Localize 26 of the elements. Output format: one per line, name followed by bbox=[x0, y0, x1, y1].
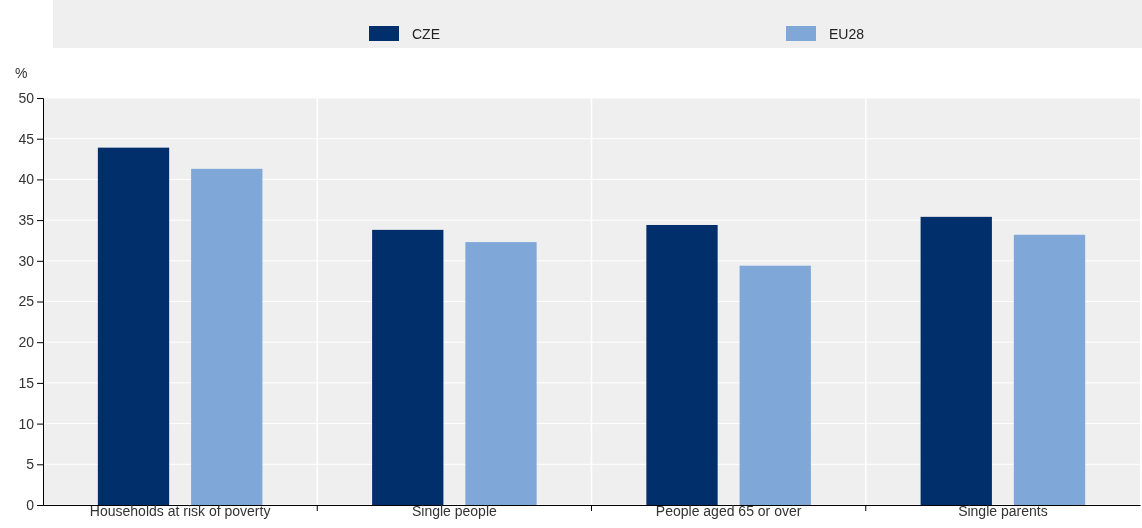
x-tick-label: Single parents bbox=[958, 502, 1048, 519]
bar bbox=[97, 147, 170, 505]
bar bbox=[372, 229, 444, 505]
bar bbox=[646, 224, 718, 505]
bar bbox=[465, 242, 537, 505]
y-tick-label: 15 bbox=[18, 374, 35, 391]
bar bbox=[739, 265, 811, 505]
y-tick-label: 45 bbox=[18, 130, 35, 147]
bar bbox=[191, 168, 263, 505]
bar bbox=[1013, 234, 1086, 505]
legend-label: CZE bbox=[412, 26, 440, 42]
x-tick-label: People aged 65 or over bbox=[655, 502, 802, 519]
bar bbox=[920, 216, 992, 505]
y-tick-label: 20 bbox=[18, 334, 35, 351]
y-tick-label: 25 bbox=[18, 293, 35, 310]
y-axis-title: % bbox=[15, 65, 28, 81]
y-tick-label: 30 bbox=[18, 252, 35, 269]
x-tick-label: Households at risk of poverty bbox=[89, 502, 271, 519]
legend-label: EU28 bbox=[829, 26, 865, 42]
x-tick-label: Single people bbox=[411, 502, 498, 519]
y-tick-label: 40 bbox=[18, 171, 35, 188]
y-tick-label: 5 bbox=[26, 456, 35, 473]
y-tick-label: 10 bbox=[18, 415, 35, 432]
y-tick-label: 50 bbox=[18, 89, 35, 106]
y-tick-label: 35 bbox=[18, 212, 35, 229]
y-tick-label: 0 bbox=[26, 496, 35, 513]
